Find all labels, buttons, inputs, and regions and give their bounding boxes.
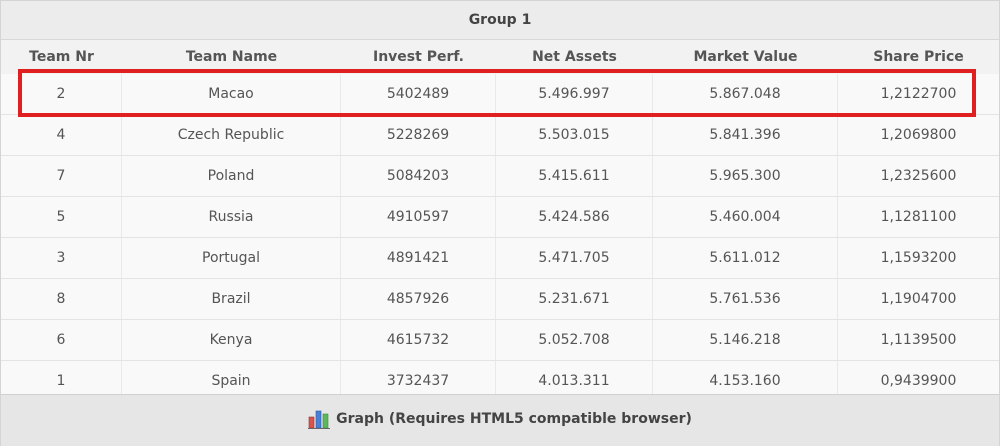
table-footer: Graph (Requires HTML5 compatible browser… bbox=[1, 394, 999, 446]
net-assets-cell: 5.052.708 bbox=[496, 320, 653, 360]
team-nr-cell: 6 bbox=[1, 320, 122, 360]
market-value-cell: 5.761.536 bbox=[653, 279, 838, 319]
team-name-cell: Brazil bbox=[122, 279, 341, 319]
share-price-cell: 1,2122700 bbox=[880, 86, 957, 102]
team-name-cell: Spain bbox=[122, 361, 341, 401]
invest-perf-cell: 4910597 bbox=[341, 197, 496, 237]
column-header-market-value: Market Value bbox=[693, 49, 798, 65]
column-header-invest-perf: Invest Perf. bbox=[373, 49, 464, 65]
net-assets-cell: 5.415.611 bbox=[496, 156, 653, 196]
table-row: 8 Brazil 4857926 5.231.671 5.761.536 1,1… bbox=[1, 279, 999, 320]
graph-button[interactable]: Graph (Requires HTML5 compatible browser… bbox=[308, 409, 692, 429]
bar-chart-icon bbox=[308, 409, 331, 429]
column-header-share-price: Share Price bbox=[873, 49, 964, 65]
team-name-cell: Russia bbox=[122, 197, 341, 237]
net-assets-cell: 4.013.311 bbox=[496, 361, 653, 401]
team-nr-cell: 7 bbox=[1, 156, 122, 196]
team-nr-cell: 4 bbox=[1, 115, 122, 155]
column-header-row: Team Nr Team Name Invest Perf. Net Asset… bbox=[1, 40, 999, 74]
table-row: 5 Russia 4910597 5.424.586 5.460.004 1,1… bbox=[1, 197, 999, 238]
column-header-team-name: Team Name bbox=[185, 49, 278, 65]
market-value-cell: 5.460.004 bbox=[653, 197, 838, 237]
invest-perf-cell: 5228269 bbox=[341, 115, 496, 155]
invest-perf-cell: 5084203 bbox=[341, 156, 496, 196]
team-name-cell: Poland bbox=[122, 156, 341, 196]
table-row: 4 Czech Republic 5228269 5.503.015 5.841… bbox=[1, 115, 999, 156]
share-price-cell: 1,1281100 bbox=[880, 209, 957, 225]
table-row: 3 Portugal 4891421 5.471.705 5.611.012 1… bbox=[1, 238, 999, 279]
invest-perf-cell: 5402489 bbox=[341, 74, 496, 114]
group-title: Group 1 bbox=[1, 1, 999, 40]
market-value-cell: 5.841.396 bbox=[653, 115, 838, 155]
market-value-cell: 4.153.160 bbox=[653, 361, 838, 401]
share-price-cell: 1,1139500 bbox=[880, 332, 957, 348]
column-header-net-assets: Net Assets bbox=[532, 49, 617, 65]
team-nr-cell: 2 bbox=[1, 74, 122, 114]
invest-perf-cell: 4857926 bbox=[341, 279, 496, 319]
share-price-cell: 0,9439900 bbox=[880, 373, 957, 389]
invest-perf-cell: 4615732 bbox=[341, 320, 496, 360]
team-nr-cell: 3 bbox=[1, 238, 122, 278]
table-row: 2 Macao 5402489 5.496.997 5.867.048 1,21… bbox=[1, 74, 999, 115]
market-value-cell: 5.611.012 bbox=[653, 238, 838, 278]
team-name-cell: Czech Republic bbox=[122, 115, 341, 155]
share-price-cell: 1,1593200 bbox=[880, 250, 957, 266]
invest-perf-cell: 4891421 bbox=[341, 238, 496, 278]
table-row: 6 Kenya 4615732 5.052.708 5.146.218 1,11… bbox=[1, 320, 999, 361]
team-nr-cell: 8 bbox=[1, 279, 122, 319]
table-row: 7 Poland 5084203 5.415.611 5.965.300 1,2… bbox=[1, 156, 999, 197]
share-price-cell: 1,1904700 bbox=[880, 291, 957, 307]
net-assets-cell: 5.231.671 bbox=[496, 279, 653, 319]
team-name-cell: Macao bbox=[122, 74, 341, 114]
net-assets-cell: 5.496.997 bbox=[496, 74, 653, 114]
graph-link-label: Graph (Requires HTML5 compatible browser… bbox=[336, 410, 692, 427]
invest-perf-cell: 3732437 bbox=[341, 361, 496, 401]
share-price-cell: 1,2069800 bbox=[880, 127, 957, 143]
net-assets-cell: 5.503.015 bbox=[496, 115, 653, 155]
share-price-cell: 1,2325600 bbox=[880, 168, 957, 184]
market-value-cell: 5.867.048 bbox=[653, 74, 838, 114]
team-nr-cell: 1 bbox=[1, 361, 122, 401]
table-body: 2 Macao 5402489 5.496.997 5.867.048 1,21… bbox=[1, 74, 999, 402]
net-assets-cell: 5.471.705 bbox=[496, 238, 653, 278]
column-header-team-nr: Team Nr bbox=[29, 49, 94, 65]
team-name-cell: Portugal bbox=[122, 238, 341, 278]
team-nr-cell: 5 bbox=[1, 197, 122, 237]
team-name-cell: Kenya bbox=[122, 320, 341, 360]
market-value-cell: 5.965.300 bbox=[653, 156, 838, 196]
market-value-cell: 5.146.218 bbox=[653, 320, 838, 360]
net-assets-cell: 5.424.586 bbox=[496, 197, 653, 237]
